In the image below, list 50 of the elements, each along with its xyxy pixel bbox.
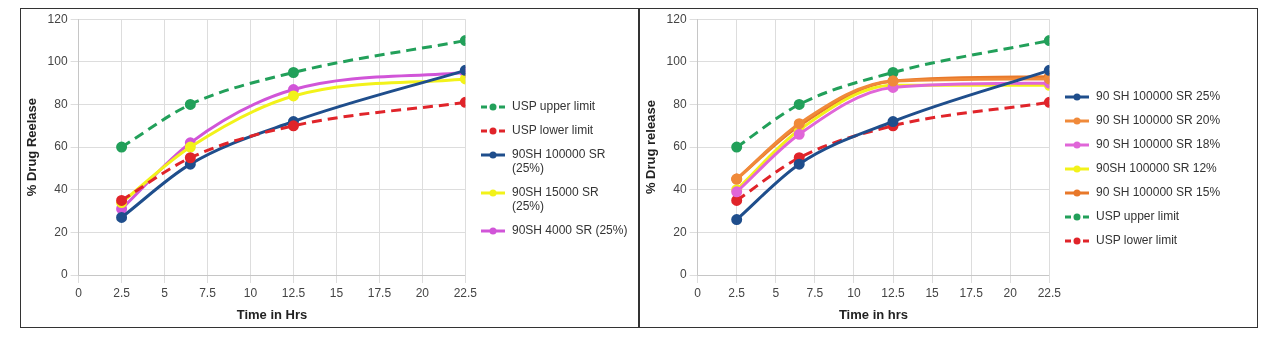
x-tick-label: 20 <box>415 285 430 300</box>
x-tick-label: 7.5 <box>199 285 217 300</box>
y-tick-label: 40 <box>54 182 68 197</box>
legend-label: 90SH 100000 SR (25%) <box>512 147 607 175</box>
legend-label: USP lower limit <box>512 123 594 137</box>
x-tick-label: 12.5 <box>881 285 906 300</box>
y-tick-label: 100 <box>666 54 687 69</box>
legend-label: 90 SH 100000 SR 20% <box>1096 113 1221 127</box>
x-axis-title: Time in Hrs <box>236 306 308 322</box>
y-tick-label: 120 <box>666 11 687 26</box>
legend-label: 90SH 15000 SR (25%) <box>512 185 600 213</box>
y-tick-label: 40 <box>673 182 687 197</box>
x-tick-label: 0 <box>75 285 83 300</box>
x-tick-label: 22.5 <box>1037 285 1062 300</box>
x-tick-label: 20 <box>1003 285 1018 300</box>
y-tick-label: 0 <box>60 267 68 282</box>
x-tick-label: 0 <box>694 285 702 300</box>
y-axis-title: % Drug Reelase <box>24 97 40 197</box>
y-tick-label: 20 <box>54 224 68 239</box>
x-tick-label: 10 <box>243 285 258 300</box>
legend-label: USP upper limit <box>1096 209 1180 223</box>
legend-label: 90SH 100000 SR 12% <box>1096 161 1217 175</box>
x-tick-label: 15 <box>925 285 940 300</box>
x-tick-label: 10 <box>847 285 861 300</box>
x-axis-title: Time in hrs <box>838 306 909 322</box>
y-tick-label: 20 <box>673 224 687 239</box>
y-tick-label: 60 <box>54 139 68 154</box>
x-tick-label: 17.5 <box>959 285 984 300</box>
legend-label: 90SH 4000 SR (25%) <box>512 223 628 237</box>
legend-label: USP upper limit <box>512 99 596 113</box>
legend-label: USP lower limit <box>1096 233 1178 247</box>
legend-label: 90 SH 100000 SR 18% <box>1096 137 1221 151</box>
y-axis-title: % Drug release <box>643 100 659 195</box>
x-tick-label: 22.5 <box>453 285 478 300</box>
legend-label: 90 SH 100000 SR 15% <box>1096 185 1221 199</box>
x-tick-label: 2.5 <box>728 285 746 300</box>
y-tick-label: 120 <box>47 11 68 26</box>
y-tick-label: 0 <box>679 267 687 282</box>
y-tick-label: 80 <box>54 96 68 111</box>
x-tick-label: 2.5 <box>113 285 131 300</box>
y-tick-label: 100 <box>47 54 68 69</box>
x-tick-label: 5 <box>161 285 169 300</box>
y-tick-label: 80 <box>673 96 687 111</box>
x-tick-label: 12.5 <box>281 285 306 300</box>
x-tick-label: 5 <box>772 285 780 300</box>
y-tick-label: 60 <box>673 139 687 154</box>
x-tick-label: 7.5 <box>806 285 824 300</box>
legend-label: 90 SH 100000 SR 25% <box>1096 89 1221 103</box>
x-tick-label: 15 <box>329 285 344 300</box>
x-tick-label: 17.5 <box>367 285 392 300</box>
